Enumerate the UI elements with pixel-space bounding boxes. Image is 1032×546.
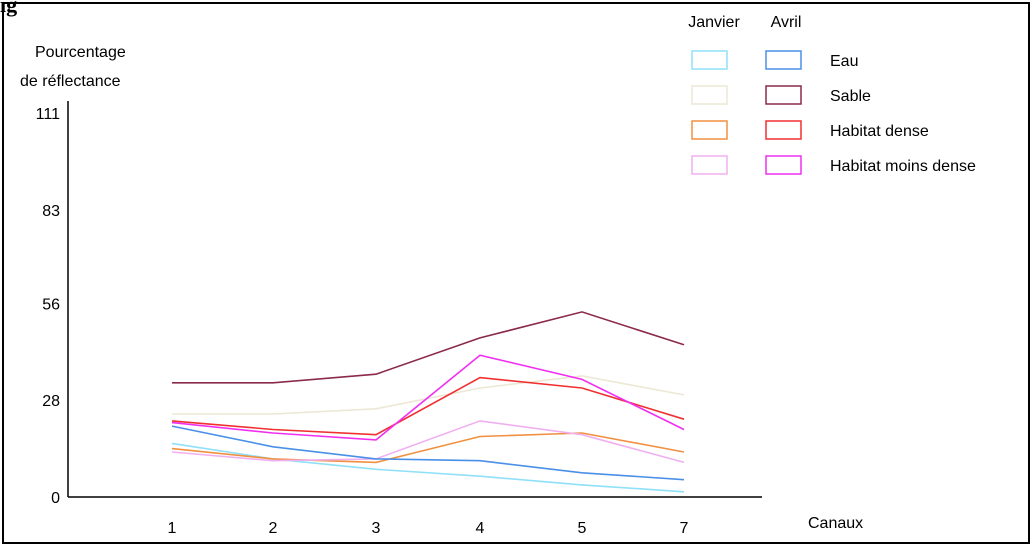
legend-swatch-janvier	[691, 120, 728, 140]
series-line-avril-sable	[172, 311, 685, 384]
series-lines	[171, 311, 685, 493]
y-tick-label: 83	[42, 203, 60, 220]
x-tick-label: 5	[578, 520, 587, 537]
x-tick-label: 3	[372, 520, 381, 537]
legend-label: Habitat moins dense	[830, 158, 976, 175]
legend-label: Eau	[830, 53, 858, 70]
corner-text: ig	[0, 0, 18, 17]
x-axis-label: Canaux	[808, 515, 863, 532]
y-tick-label: 111	[36, 106, 60, 123]
x-tick-label: 7	[680, 520, 689, 537]
series-line-janvier-eau	[171, 442, 685, 493]
y-tick-label: 56	[42, 296, 60, 313]
x-tick-label: 2	[269, 520, 278, 537]
legend-col-header: Janvier	[688, 14, 740, 31]
x-tick-labels: 1 2 3 4 5 7	[168, 520, 689, 537]
series-line-janvier-habitat-dense	[171, 432, 685, 464]
legend-swatch-janvier	[691, 85, 728, 105]
legend-swatch-janvier	[691, 155, 728, 175]
y-tick-label: 0	[51, 490, 60, 507]
x-tick-label: 4	[476, 520, 485, 537]
y-tick-labels: 0 28 56 83 111	[36, 106, 60, 507]
legend-swatch-janvier	[691, 50, 728, 70]
series-line-janvier-habitat-moins-dense	[171, 420, 685, 464]
y-tick-label: 28	[42, 393, 60, 410]
legend-swatch-avril	[765, 155, 802, 175]
series-line-avril-habitat-dense	[171, 376, 685, 436]
legend-swatch-avril	[765, 120, 802, 140]
series-line-avril-eau	[171, 425, 685, 481]
legend-label: Habitat dense	[830, 123, 929, 140]
legend-swatch-avril	[765, 85, 802, 105]
legend-col-header: Avril	[771, 14, 802, 31]
legend-label: Sable	[830, 88, 871, 105]
x-tick-label: 1	[168, 520, 177, 537]
y-axis-label-line1: Pourcentage	[35, 44, 126, 61]
legend-swatch-avril	[765, 50, 802, 70]
series-line-avril-habitat-moins-dense	[171, 354, 685, 441]
y-axis-label-line2: de réflectance	[20, 73, 121, 90]
legend: Janvier Avril Eau Sable Habitat dense Habitat…	[688, 14, 976, 175]
